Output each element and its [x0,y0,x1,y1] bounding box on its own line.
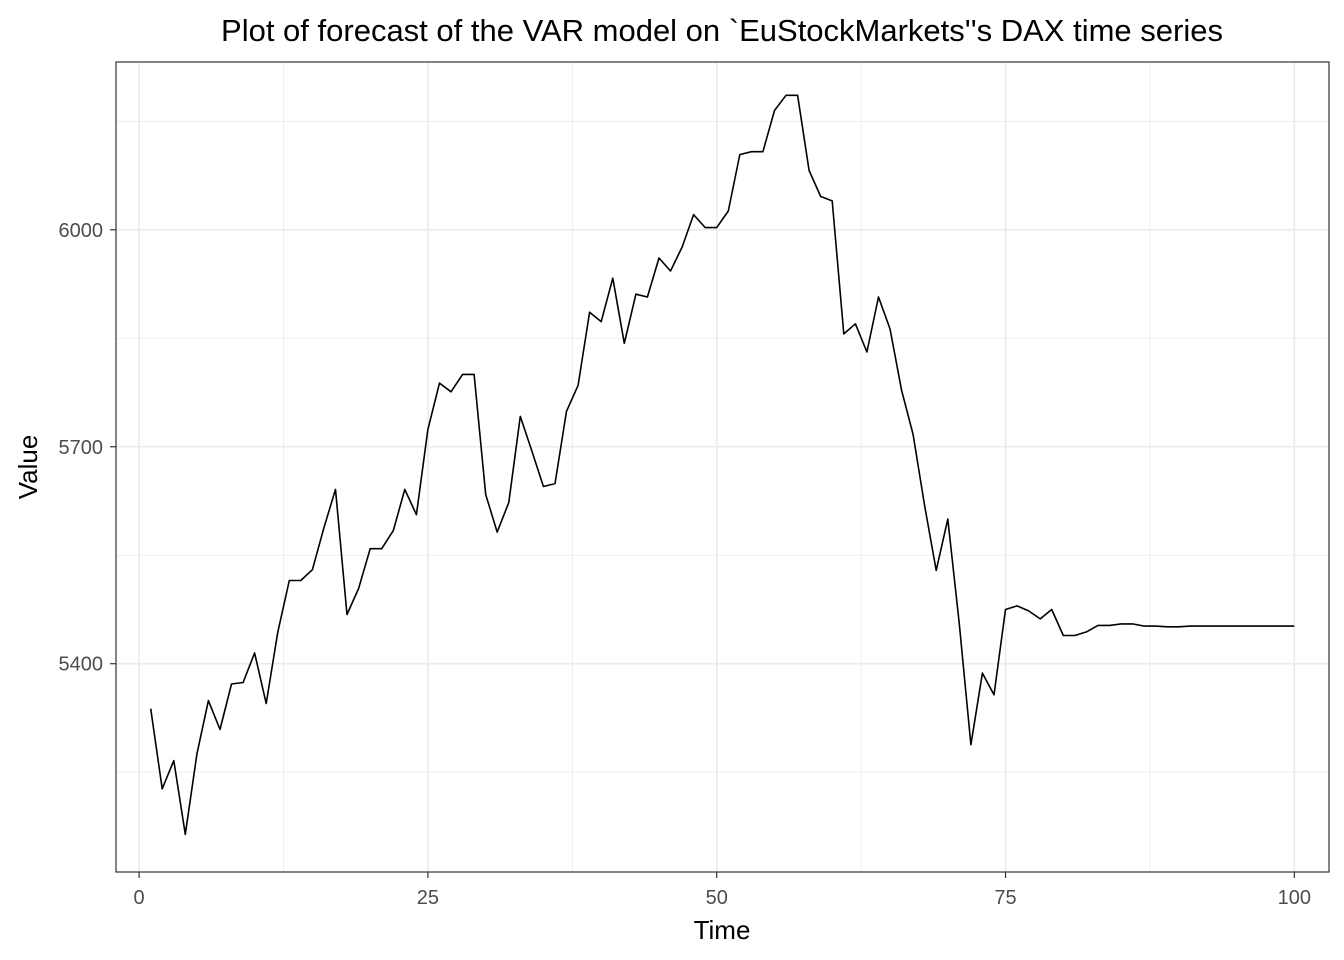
x-tick-label: 75 [994,887,1016,909]
x-tick-label: 100 [1278,887,1311,909]
x-tick-label: 25 [417,887,439,909]
chart-title: Plot of forecast of the VAR model on `Eu… [221,13,1223,48]
x-tick-label: 50 [706,887,728,909]
x-axis: 0 25 50 75 100 [134,872,1311,909]
x-axis-title: Time [694,915,751,945]
series-line [149,94,1295,836]
y-axis: 5400 5700 6000 [59,220,116,676]
y-tick-label: 6000 [59,220,104,242]
y-axis-title: Value [13,435,43,500]
minor-gridlines [116,62,1329,872]
major-gridlines [116,62,1329,872]
y-tick-label: 5400 [59,654,104,676]
plot-panel-border [115,61,1330,873]
x-tick-label: 0 [134,887,145,909]
y-tick-label: 5700 [59,437,104,459]
